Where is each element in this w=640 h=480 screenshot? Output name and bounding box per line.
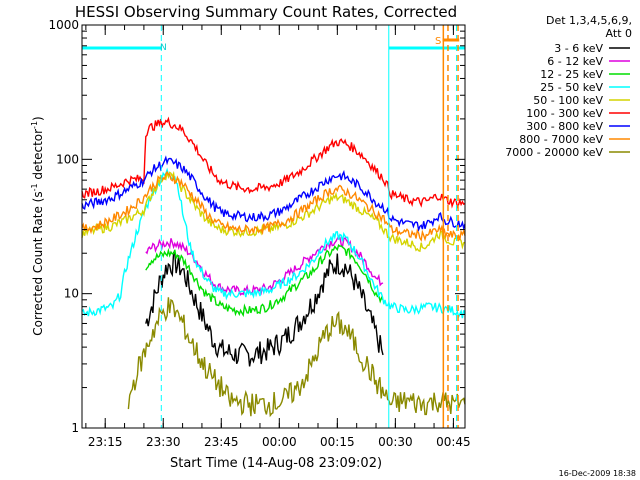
y-axis-label-mid: detector <box>31 129 45 184</box>
series-line-7 <box>81 155 466 233</box>
series-line-9 <box>127 297 466 418</box>
y-tick-label-0: 1 <box>71 421 79 435</box>
y-axis-label-sup1: -1 <box>30 183 39 191</box>
x-tick-label-0: 23:15 <box>88 435 123 449</box>
y-axis-label-sup2: -1 <box>30 121 39 129</box>
plot-frame <box>81 24 466 429</box>
timestamp: 16-Dec-2009 18:38 <box>559 469 636 478</box>
x-axis-label: Start Time (14-Aug-08 23:09:02) <box>170 456 382 471</box>
legend-label-1: 3 - 6 keV <box>554 42 603 55</box>
y-tick-label-2: 100 <box>56 152 79 166</box>
series-layer <box>81 116 466 418</box>
y-tick-label-1: 10 <box>64 287 79 301</box>
chart-title: HESSI Observing Summary Count Rates, Cor… <box>75 3 457 21</box>
x-tick-label-5: 00:30 <box>378 435 413 449</box>
legend-label-2: 6 - 12 keV <box>547 55 603 68</box>
night-flag-label: N <box>160 43 167 53</box>
series-line-8 <box>81 170 466 243</box>
x-tick-label-6: 00:45 <box>436 435 471 449</box>
series-line-6 <box>81 116 466 209</box>
y-axis-label: Corrected Count Rate (s-1 detector-1) <box>30 116 45 335</box>
legend-label-6: 100 - 300 keV <box>526 107 603 120</box>
legend-label-9: 7000 - 20000 keV <box>505 146 603 159</box>
series-line-4 <box>81 167 466 319</box>
legend-label-3: 12 - 25 keV <box>540 68 603 81</box>
legend-label-8: 800 - 7000 keV <box>519 133 603 146</box>
legend-header-line1: Det 1,3,4,5,6,9, <box>546 14 632 27</box>
x-tick-label-3: 00:00 <box>262 435 297 449</box>
y-tick-label-3: 1000 <box>48 18 79 32</box>
series-line-5 <box>81 170 466 253</box>
legend-label-4: 25 - 50 keV <box>540 81 603 94</box>
series-line-1 <box>145 249 384 367</box>
flags-layer <box>82 25 465 428</box>
y-axis-label-main: Corrected Count Rate (s <box>31 191 45 335</box>
axes-layer: 1 10 100 1000 23:15 23:30 23:45 00:00 00:15 00:30… <box>48 18 470 449</box>
legend-label-5: 50 - 100 keV <box>533 94 603 107</box>
legend-header-line2: Att 0 <box>606 27 632 40</box>
y-axis-label-end: ) <box>31 116 45 121</box>
x-tick-label-2: 23:45 <box>204 435 239 449</box>
series-line-2 <box>145 235 384 296</box>
series-line-3 <box>145 244 384 318</box>
x-tick-label-4: 00:15 <box>320 435 355 449</box>
legend-label-7: 300 - 800 keV <box>526 120 603 133</box>
x-tick-label-1: 23:30 <box>146 435 181 449</box>
saa-flag-label: S <box>435 36 441 47</box>
